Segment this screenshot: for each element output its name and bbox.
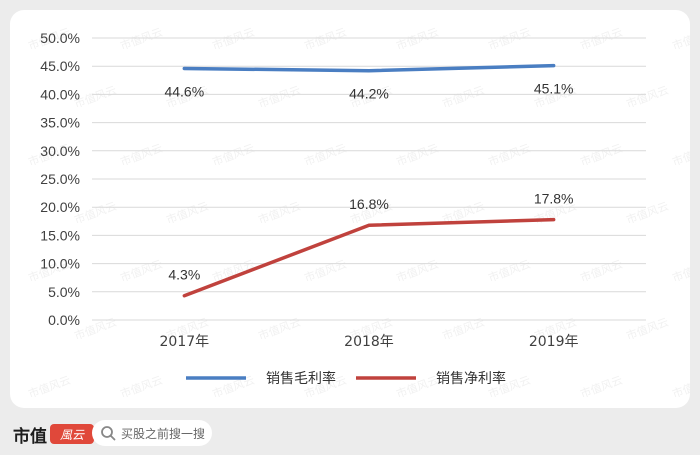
watermark-text: 市值风云 xyxy=(440,315,486,343)
watermark-text: 市值风云 xyxy=(256,83,302,111)
watermark-text: 市值风云 xyxy=(670,25,690,53)
watermark-text: 市值风云 xyxy=(394,141,440,169)
watermark-text: 市值风云 xyxy=(578,257,624,285)
legend-label: 销售净利率 xyxy=(436,370,506,387)
watermark-text: 市值风云 xyxy=(302,141,348,169)
y-tick-label: 20.0% xyxy=(40,199,80,215)
x-tick-label: 2019年 xyxy=(529,334,579,350)
watermark-text: 市值风云 xyxy=(394,25,440,53)
brand-name: 市值 xyxy=(13,426,47,447)
data-label: 4.3% xyxy=(168,267,200,283)
data-label: 44.2% xyxy=(349,86,389,102)
y-tick-label: 45.0% xyxy=(40,58,80,74)
y-tick-label: 0.0% xyxy=(48,312,80,328)
watermark-text: 市值风云 xyxy=(164,199,210,227)
watermark-text: 市值风云 xyxy=(302,25,348,53)
watermark-text: 市值风云 xyxy=(210,141,256,169)
footer-bar: 市值 風云 买股之前搜一搜 xyxy=(0,408,700,455)
watermark-text: 市值风云 xyxy=(118,25,164,53)
watermark-text: 市值风云 xyxy=(486,141,532,169)
watermark-text: 市值风云 xyxy=(578,141,624,169)
brand-seal: 風云 xyxy=(50,424,94,444)
y-tick-label: 50.0% xyxy=(40,30,80,46)
watermark-text: 市值风云 xyxy=(440,83,486,111)
watermark-text: 市值风云 xyxy=(118,257,164,285)
y-tick-label: 30.0% xyxy=(40,143,80,159)
y-tick-label: 25.0% xyxy=(40,171,80,187)
data-label: 45.1% xyxy=(534,81,574,97)
watermark-text: 市值风云 xyxy=(624,83,670,111)
watermark-text: 市值风云 xyxy=(578,25,624,53)
watermark-text: 市值风云 xyxy=(118,141,164,169)
watermark-text: 市值风云 xyxy=(578,373,624,401)
y-tick-label: 40.0% xyxy=(40,86,80,102)
watermark-text: 市值风云 xyxy=(670,257,690,285)
series-line-1 xyxy=(182,63,556,73)
data-label: 17.8% xyxy=(534,191,574,207)
watermark-text: 市值风云 xyxy=(486,25,532,53)
search-box[interactable]: 买股之前搜一搜 xyxy=(92,420,212,446)
watermark-text: 市值风云 xyxy=(118,373,164,401)
watermark-text: 市值风云 xyxy=(256,315,302,343)
watermark-text: 市值风云 xyxy=(624,199,670,227)
search-placeholder: 买股之前搜一搜 xyxy=(121,426,206,441)
data-label: 16.8% xyxy=(349,196,389,212)
watermark-text: 市值风云 xyxy=(670,141,690,169)
y-tick-label: 5.0% xyxy=(48,284,80,300)
y-tick-label: 10.0% xyxy=(40,256,80,272)
brand-logo: 市值 風云 xyxy=(13,424,94,447)
watermark-text: 市值风云 xyxy=(210,25,256,53)
chart-card: 市值风云 市值风云 市值风云 市值风云 市值风云 市值风云 市值风云 市值风云 市值风云 市值风云… xyxy=(10,10,690,408)
y-tick-label: 15.0% xyxy=(40,227,80,243)
watermark-text: 市值风云 xyxy=(394,257,440,285)
search-icon xyxy=(101,426,116,441)
watermark-text: 市值风云 xyxy=(26,373,72,401)
watermark-text: 市值风云 xyxy=(486,257,532,285)
watermark-text: 市值风云 xyxy=(624,315,670,343)
watermark-text: 市值风云 xyxy=(670,373,690,401)
data-label: 44.6% xyxy=(164,83,204,99)
x-tick-label: 2017年 xyxy=(160,334,210,350)
watermark-text: 市值风云 xyxy=(256,199,302,227)
series-line-2 xyxy=(182,217,556,298)
y-tick-label: 35.0% xyxy=(40,115,80,131)
legend-label: 销售毛利率 xyxy=(266,370,336,387)
watermark-text: 市值风云 xyxy=(302,257,348,285)
x-tick-label: 2018年 xyxy=(344,334,394,350)
